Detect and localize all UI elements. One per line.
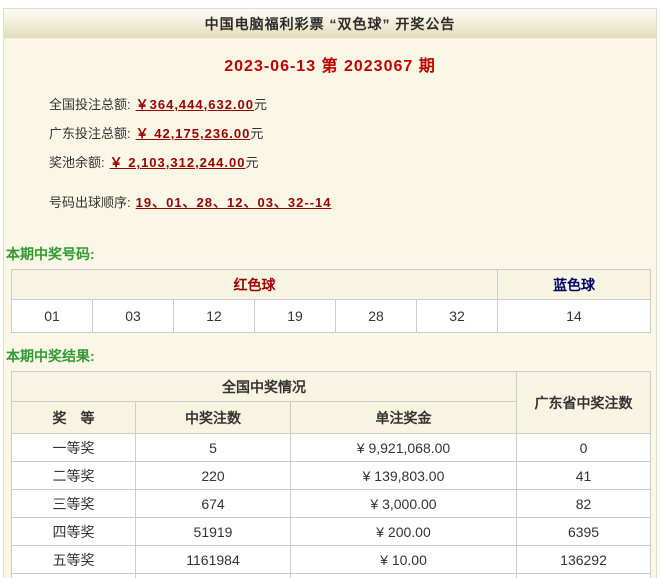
column-header-count: 中奖注数 xyxy=(135,401,291,434)
count-cell: 51919 xyxy=(135,517,291,546)
period-title: 2023-06-13 第 2023067 期 xyxy=(224,58,436,75)
red-ball-cell: 12 xyxy=(173,299,255,333)
results-table: 全国中奖情况 广东省中奖注数 奖 等 中奖注数 单注奖金 一等奖 5 ¥ 9,9… xyxy=(10,371,652,578)
tier-cell: 四等奖 xyxy=(11,517,136,546)
count-cell: 220 xyxy=(135,461,291,490)
tier-cell: 一等奖 xyxy=(11,433,136,462)
national-results-header: 全国中奖情况 xyxy=(10,371,518,402)
red-ball-cell: 19 xyxy=(254,299,336,333)
prize-pool-value: ￥ 2,103,312,244.00 xyxy=(109,155,246,170)
winning-numbers-table: 红色球 蓝色球 01 03 12 19 28 32 14 xyxy=(10,269,652,333)
national-sales-value: ￥364,444,632.00 xyxy=(135,97,254,112)
national-sales-label: 全国投注总额: xyxy=(49,97,131,112)
count-cell: 674 xyxy=(135,489,291,518)
red-balls-header: 红色球 xyxy=(10,269,499,300)
guangdong-sales-value: ￥ 42,175,236.00 xyxy=(135,126,251,141)
prize-cell: ¥ 139,803.00 xyxy=(289,461,518,490)
info-line-prize-pool: 奖池余额: ￥ 2,103,312,244.00元 xyxy=(49,148,656,177)
results-header-row-2: 奖 等 中奖注数 单注奖金 xyxy=(11,401,651,434)
balls-value-row: 01 03 12 19 28 32 14 xyxy=(11,299,652,333)
page-header-bar: 中国电脑福利彩票 “双色球” 开奖公告 xyxy=(4,9,656,39)
info-block: 全国投注总额: ￥364,444,632.00元 广东投注总额: ￥ 42,175,… xyxy=(4,84,656,217)
prize-cell: ¥ 9,921,068.00 xyxy=(289,433,518,462)
red-ball-cell: 28 xyxy=(335,299,417,333)
info-line-national-sales: 全国投注总额: ￥364,444,632.00元 xyxy=(49,90,656,119)
table-row: 五等奖 1161984 ¥ 10.00 136292 xyxy=(11,545,652,574)
column-header-tier: 奖 等 xyxy=(11,401,136,434)
red-ball-cell: 01 xyxy=(11,299,93,333)
prize-cell: ¥ 10.00 xyxy=(289,545,518,574)
announcement-page: 中国电脑福利彩票 “双色球” 开奖公告 2023-06-13 第 2023067… xyxy=(3,8,657,578)
tier-cell: 三等奖 xyxy=(11,489,136,518)
gd-count-cell: 136292 xyxy=(516,545,652,574)
blue-ball-header: 蓝色球 xyxy=(497,269,652,300)
tier-cell: 五等奖 xyxy=(11,545,136,574)
guangdong-sales-unit: 元 xyxy=(250,126,264,141)
prize-pool-label: 奖池余额: xyxy=(49,155,105,170)
tier-cell: 二等奖 xyxy=(11,461,136,490)
blue-ball-cell: 14 xyxy=(497,299,652,333)
red-ball-cell: 32 xyxy=(415,299,499,333)
draw-sequence-value: 19、01、28、12、03、32--14 xyxy=(135,195,332,210)
gd-count-cell: 82 xyxy=(516,489,652,518)
tier-cell: 六等奖 xyxy=(11,573,136,578)
prize-cell: ¥ 5.00 xyxy=(289,573,518,578)
guangdong-sales-label: 广东投注总额: xyxy=(49,126,131,141)
count-cell: 5 xyxy=(135,433,291,462)
winning-numbers-heading: 本期中奖号码: xyxy=(6,246,95,262)
prize-cell: ¥ 200.00 xyxy=(289,517,518,546)
gd-count-cell: 733840 xyxy=(516,573,652,578)
balls-header-row: 红色球 蓝色球 xyxy=(10,269,652,300)
results-header-row-1: 全国中奖情况 广东省中奖注数 xyxy=(10,371,652,434)
table-row: 一等奖 5 ¥ 9,921,068.00 0 xyxy=(11,433,652,462)
gd-count-cell: 6395 xyxy=(516,517,652,546)
guangdong-results-header: 广东省中奖注数 xyxy=(516,371,652,434)
draw-sequence-label: 号码出球顺序: xyxy=(49,195,131,210)
column-header-prize: 单注奖金 xyxy=(289,401,518,434)
table-row: 四等奖 51919 ¥ 200.00 6395 xyxy=(11,517,652,546)
table-row: 二等奖 220 ¥ 139,803.00 41 xyxy=(11,461,652,490)
table-row: 六等奖 6305104 ¥ 5.00 733840 xyxy=(11,573,652,578)
prize-pool-unit: 元 xyxy=(245,155,259,170)
results-heading: 本期中奖结果: xyxy=(6,348,95,364)
gd-count-cell: 0 xyxy=(516,433,652,462)
info-line-guangdong-sales: 广东投注总额: ￥ 42,175,236.00元 xyxy=(49,119,656,148)
info-line-draw-sequence: 号码出球顺序: 19、01、28、12、03、32--14 xyxy=(49,188,656,217)
prize-cell: ¥ 3,000.00 xyxy=(289,489,518,518)
gd-count-cell: 41 xyxy=(516,461,652,490)
red-ball-cell: 03 xyxy=(92,299,174,333)
count-cell: 1161984 xyxy=(135,545,291,574)
table-row: 三等奖 674 ¥ 3,000.00 82 xyxy=(11,489,652,518)
count-cell: 6305104 xyxy=(135,573,291,578)
page-title: 中国电脑福利彩票 “双色球” 开奖公告 xyxy=(204,15,456,32)
national-sales-unit: 元 xyxy=(254,97,268,112)
